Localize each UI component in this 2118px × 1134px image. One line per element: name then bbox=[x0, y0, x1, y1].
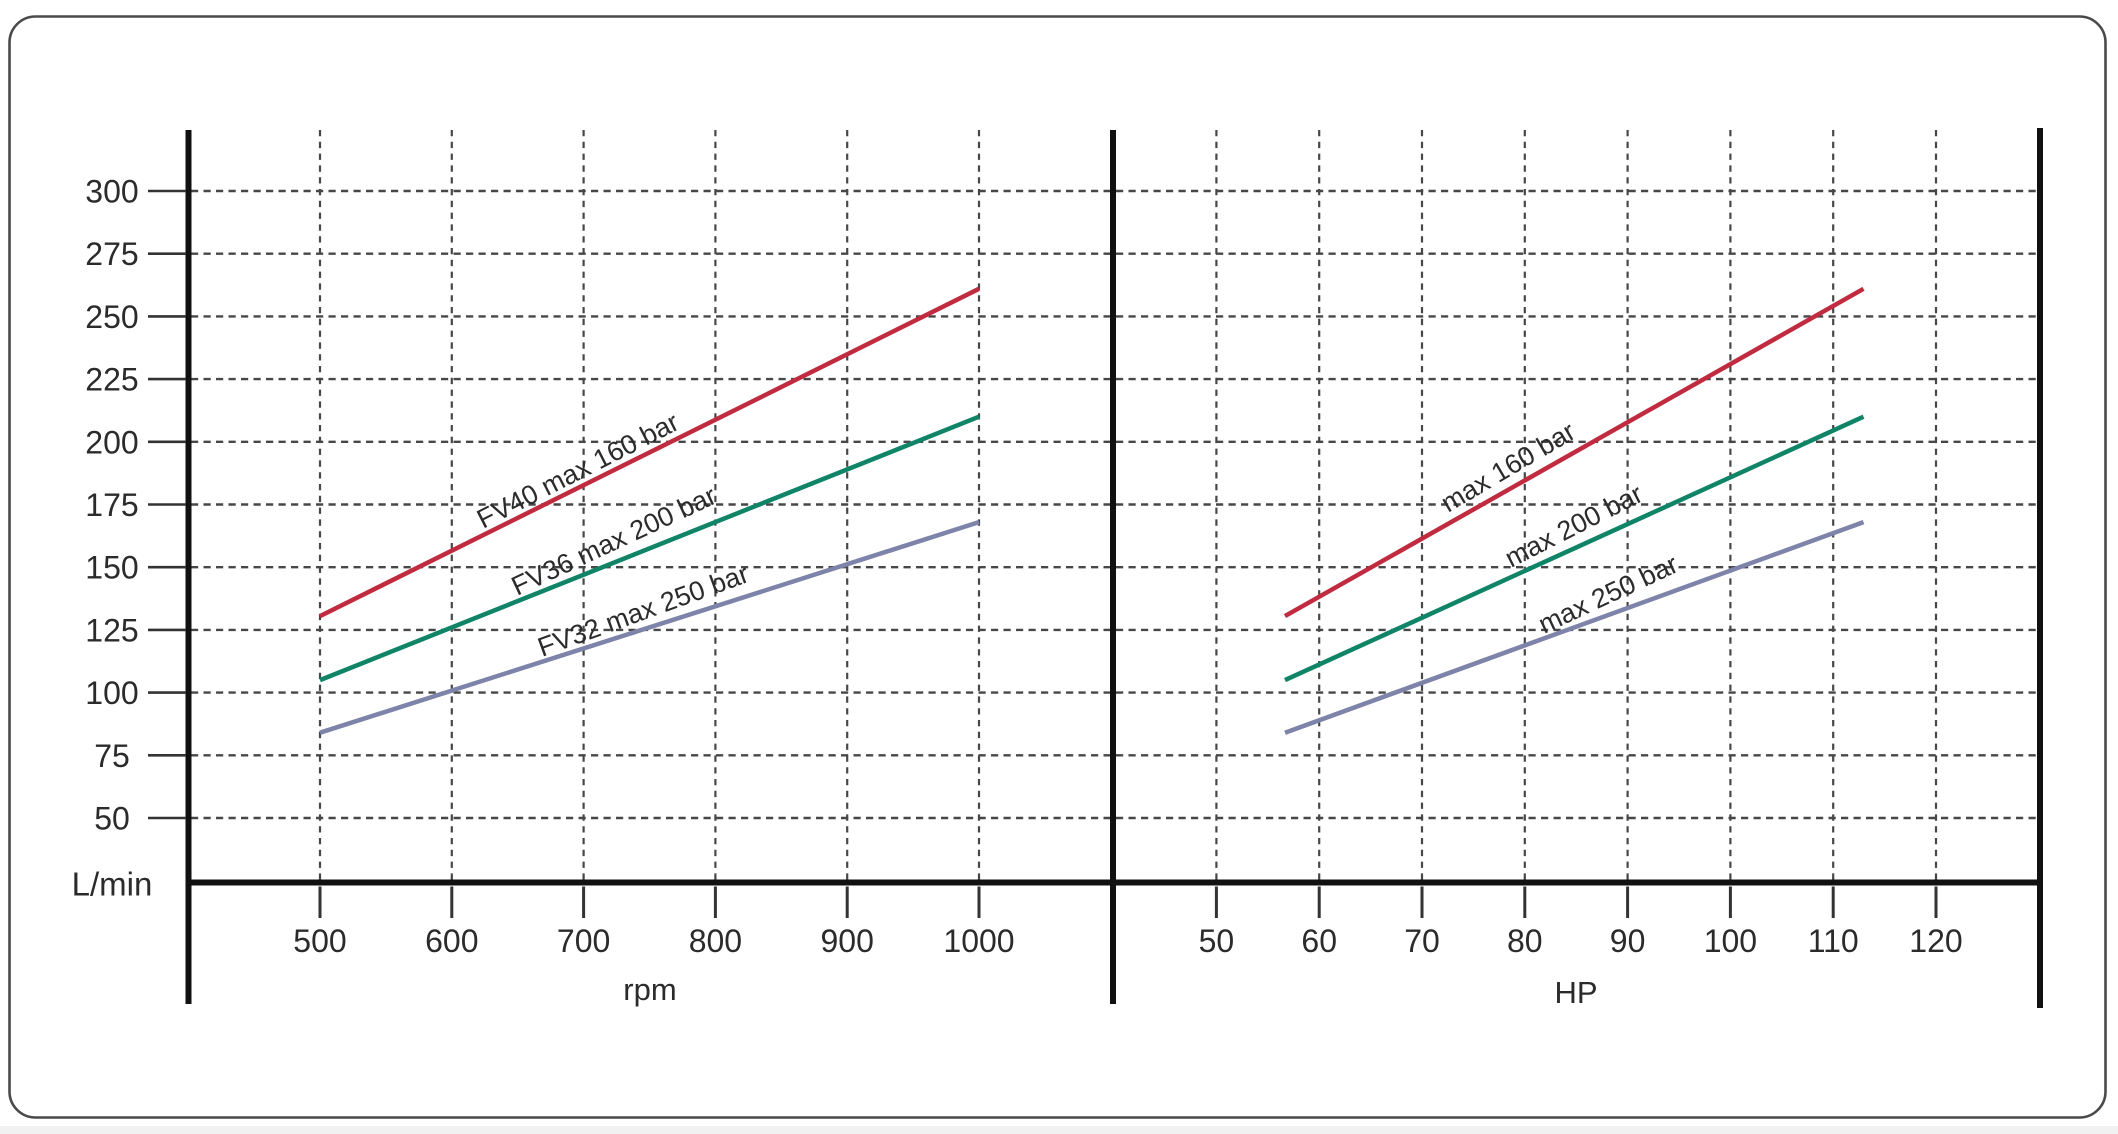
svg-text:275: 275 bbox=[85, 236, 138, 272]
svg-text:500: 500 bbox=[293, 923, 346, 959]
svg-text:60: 60 bbox=[1301, 923, 1337, 959]
svg-text:80: 80 bbox=[1507, 923, 1543, 959]
svg-text:70: 70 bbox=[1404, 923, 1440, 959]
svg-text:225: 225 bbox=[85, 362, 138, 398]
svg-text:90: 90 bbox=[1610, 923, 1646, 959]
svg-text:800: 800 bbox=[689, 923, 742, 959]
svg-text:200: 200 bbox=[85, 424, 138, 460]
svg-text:rpm: rpm bbox=[623, 972, 676, 1007]
svg-text:110: 110 bbox=[1808, 923, 1859, 959]
svg-text:50: 50 bbox=[94, 801, 130, 837]
svg-text:700: 700 bbox=[557, 923, 610, 959]
svg-text:100: 100 bbox=[1704, 923, 1757, 959]
svg-text:175: 175 bbox=[85, 487, 138, 523]
svg-text:600: 600 bbox=[425, 923, 478, 959]
svg-text:1000: 1000 bbox=[943, 923, 1014, 959]
svg-text:L/min: L/min bbox=[72, 866, 153, 903]
svg-text:120: 120 bbox=[1909, 923, 1962, 959]
svg-text:50: 50 bbox=[1199, 923, 1235, 959]
svg-text:300: 300 bbox=[85, 174, 138, 210]
svg-text:900: 900 bbox=[821, 923, 874, 959]
svg-text:HP: HP bbox=[1554, 975, 1597, 1010]
svg-text:75: 75 bbox=[94, 738, 130, 774]
svg-text:100: 100 bbox=[85, 675, 138, 711]
svg-text:250: 250 bbox=[85, 299, 138, 335]
svg-text:125: 125 bbox=[85, 612, 138, 648]
svg-text:150: 150 bbox=[85, 550, 138, 586]
